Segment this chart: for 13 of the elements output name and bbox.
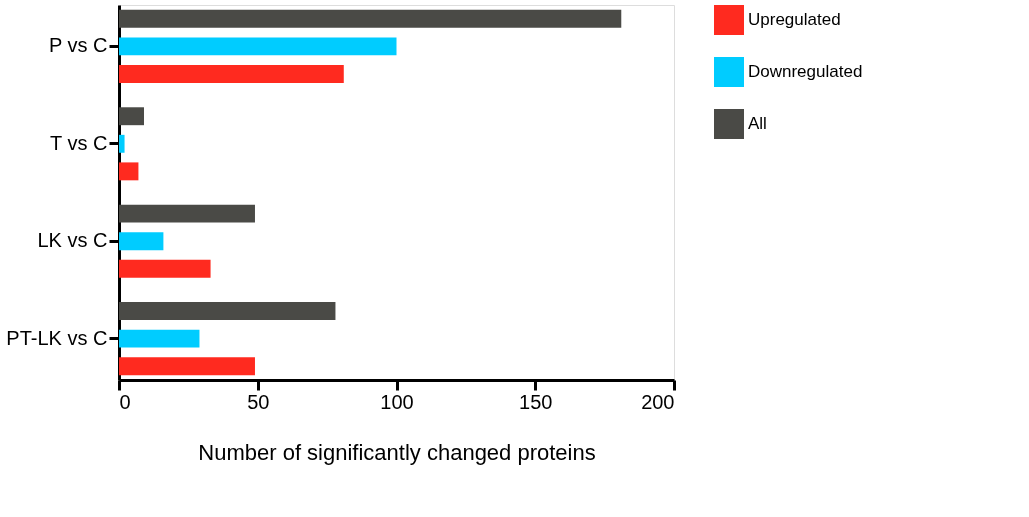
x-tick-label: 100: [380, 390, 414, 413]
y-tick-label: LK vs C: [37, 229, 108, 252]
y-tick-label: P vs C: [48, 34, 108, 57]
legend-label: Downregulated: [748, 62, 863, 81]
x-axis-title: Number of significantly changed proteins: [198, 439, 596, 465]
x-tick-label: 150: [519, 390, 553, 413]
legend-label: Upregulated: [748, 10, 841, 29]
x-tick-label: 0: [119, 390, 131, 413]
y-tick-label: PT-LK vs C: [6, 326, 108, 349]
y-tick-label: T vs C: [50, 131, 108, 154]
x-tick-label: 50: [247, 390, 270, 413]
legend-label: All: [748, 114, 767, 133]
x-tick-label: 200: [641, 390, 675, 413]
